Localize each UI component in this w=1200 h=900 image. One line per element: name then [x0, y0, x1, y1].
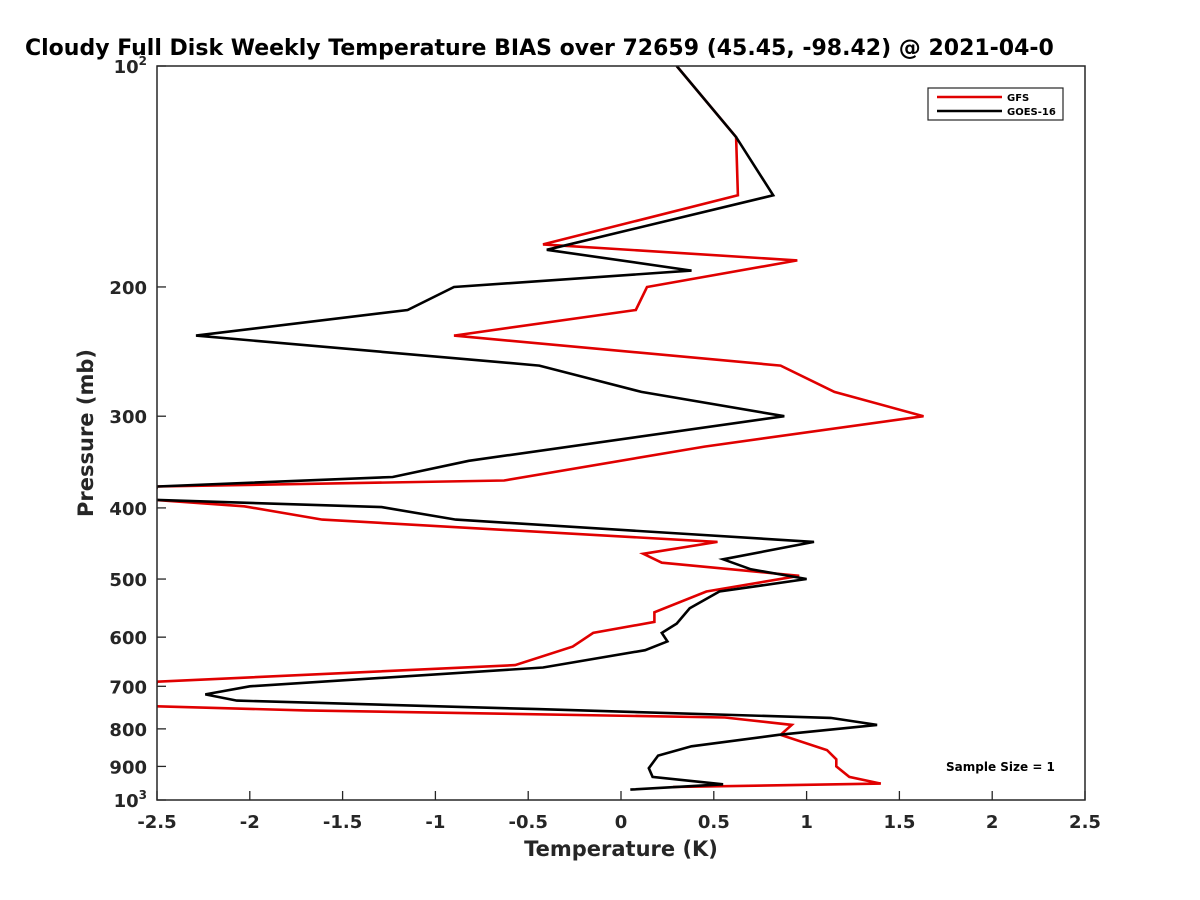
x-tick-label: 1 — [800, 812, 813, 833]
y-tick-label: 900 — [109, 757, 147, 778]
y-tick-label: 700 — [109, 677, 147, 698]
series-line-gfs — [157, 66, 924, 789]
legend: GFS GOES-16 — [927, 87, 1064, 121]
y-tick-label: 400 — [109, 499, 147, 520]
x-axis-label: Temperature (K) — [524, 837, 718, 861]
series-line-goes-16 — [157, 66, 878, 791]
x-axis: -2.5 -2 -1.5 -1 -0.5 0 0.5 1 1.5 2 2.5 — [137, 791, 1101, 833]
x-tick-label: -1.5 — [323, 812, 362, 833]
x-tick-label: 2.5 — [1069, 812, 1101, 833]
x-tick-label: -2.5 — [137, 812, 176, 833]
y-tick-label: 102 — [114, 54, 147, 78]
plot-frame — [156, 65, 1086, 801]
x-tick-label: 0.5 — [698, 812, 730, 833]
y-tick-label: 200 — [109, 278, 147, 299]
x-tick-label: -1 — [425, 812, 445, 833]
x-tick-label: -0.5 — [509, 812, 548, 833]
x-tick-label: 1.5 — [883, 812, 915, 833]
y-tick-label: 300 — [109, 407, 147, 428]
y-axis: 102 200 300 400 500 600 700 800 900 103 — [109, 54, 166, 812]
y-axis-label: Pressure (mb) — [74, 349, 98, 517]
x-tick-label: 2 — [986, 812, 999, 833]
sample-size-annotation: Sample Size = 1 — [946, 760, 1055, 774]
y-tick-label: 800 — [109, 720, 147, 741]
y-tick-label: 600 — [109, 628, 147, 649]
legend-label-gfs: GFS — [1007, 93, 1029, 104]
plot-lines — [157, 66, 924, 791]
legend-box — [927, 87, 1064, 121]
legend-label-goes-16: GOES-16 — [1007, 107, 1056, 118]
x-tick-label: 0 — [615, 812, 628, 833]
chart-title: Cloudy Full Disk Weekly Temperature BIAS… — [25, 36, 1054, 61]
y-tick-label: 103 — [114, 788, 147, 812]
y-tick-label: 500 — [109, 570, 147, 591]
x-tick-label: -2 — [240, 812, 260, 833]
